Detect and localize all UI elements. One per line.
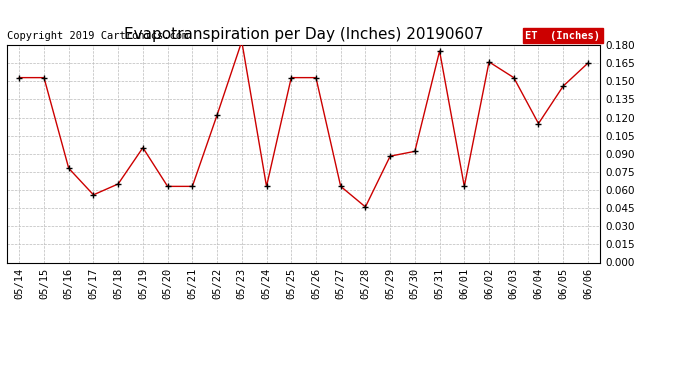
- Title: Evapotranspiration per Day (Inches) 20190607: Evapotranspiration per Day (Inches) 2019…: [124, 27, 484, 42]
- Text: ET  (Inches): ET (Inches): [525, 31, 600, 40]
- Text: Copyright 2019 Cartronics.com: Copyright 2019 Cartronics.com: [7, 31, 188, 40]
